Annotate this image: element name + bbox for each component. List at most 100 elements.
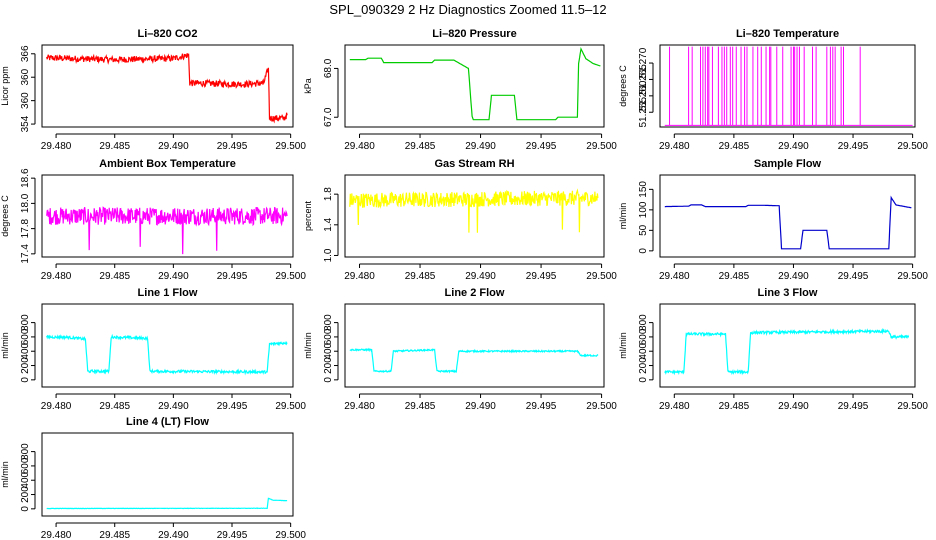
y-tick-label: 0 xyxy=(20,506,31,512)
y-tick-label: 400 xyxy=(638,342,649,359)
series-line xyxy=(46,497,288,510)
x-tick-label: 29.480 xyxy=(41,271,72,282)
x-tick-label: 29.490 xyxy=(465,271,496,282)
panel-title: Line 1 Flow xyxy=(138,287,198,299)
panel-title: Li–820 Temperature xyxy=(736,28,839,40)
plot-frame xyxy=(344,174,605,258)
y-tick-label: 200 xyxy=(20,357,31,374)
y-tick-label: 800 xyxy=(20,443,31,460)
y-axis-label: degrees C xyxy=(0,195,10,237)
x-tick-label: 29.495 xyxy=(217,141,248,152)
x-tick-label: 29.500 xyxy=(586,271,617,282)
y-tick-label: 1.0 xyxy=(323,248,334,262)
panel-title: Line 4 (LT) Flow xyxy=(126,416,209,428)
plot-frame xyxy=(41,432,294,517)
chart-panel-7: Line 1 Flow ml/min 29.480 29.485 29.490 29.49… xyxy=(0,287,306,412)
plot-frame xyxy=(659,44,916,128)
y-tick-label: 366 xyxy=(20,45,31,62)
y-tick-label: 18.6 xyxy=(20,168,31,188)
y-tick-label: 1.4 xyxy=(323,217,334,231)
x-tick-label: 29.490 xyxy=(778,141,809,152)
y-axis-label: ml/min xyxy=(618,332,628,359)
x-tick-label: 29.490 xyxy=(465,401,496,412)
x-tick-label: 29.495 xyxy=(526,271,557,282)
x-tick-label: 29.480 xyxy=(41,530,72,540)
chart-panel-3: Li–820 Temperature degrees C 29.480 29.485 2… xyxy=(618,28,928,152)
y-tick-label: 400 xyxy=(20,342,31,359)
y-axis-label: percent xyxy=(303,200,313,231)
y-tick-label: 0 xyxy=(638,248,649,254)
y-axis-label: ml/min xyxy=(0,332,10,359)
y-tick-label: 354 xyxy=(20,115,31,132)
series-line xyxy=(349,347,599,374)
x-tick-label: 29.500 xyxy=(275,271,306,282)
y-axis-label: Licor ppm xyxy=(0,66,10,106)
panel-title: Sample Flow xyxy=(754,158,822,170)
y-axis-label: ml/min xyxy=(0,461,10,488)
y-tick-label: 200 xyxy=(638,357,649,374)
y-tick-label: 0 xyxy=(638,377,649,383)
x-tick-label: 29.500 xyxy=(275,401,306,412)
y-tick-label: 600 xyxy=(323,328,334,345)
x-tick-label: 29.500 xyxy=(275,530,306,540)
x-tick-label: 29.480 xyxy=(344,401,375,412)
x-tick-label: 29.490 xyxy=(158,271,189,282)
chart-panels: Li–820 CO2 Licor ppm 29.480 29.485 29.490 29.… xyxy=(0,28,928,540)
y-axis-label: ml/min xyxy=(303,332,313,359)
x-tick-label: 29.495 xyxy=(838,141,869,152)
x-tick-label: 29.490 xyxy=(465,141,496,152)
x-tick-label: 29.480 xyxy=(344,271,375,282)
plot-frame xyxy=(41,174,294,258)
y-tick-label: 360 xyxy=(20,68,31,85)
y-tick-label: 150 xyxy=(638,181,649,198)
panel-title: Line 2 Flow xyxy=(445,287,505,299)
x-tick-label: 29.490 xyxy=(778,271,809,282)
x-tick-label: 29.480 xyxy=(659,271,690,282)
y-tick-label: 50 xyxy=(638,224,649,236)
x-tick-label: 29.490 xyxy=(158,141,189,152)
series-line xyxy=(349,46,601,121)
y-tick-label: 51.255 xyxy=(638,97,649,128)
chart-panel-8: Line 2 Flow ml/min 29.480 29.485 29.490 29.49… xyxy=(303,287,617,412)
y-tick-label: 67.0 xyxy=(323,107,334,127)
y-axis-label: ml/min xyxy=(618,203,628,230)
panel-title: Line 3 Flow xyxy=(758,287,818,299)
y-tick-label: 0 xyxy=(20,377,31,383)
series-line xyxy=(349,188,599,233)
x-tick-label: 29.490 xyxy=(158,401,189,412)
plot-frame xyxy=(41,44,294,128)
x-tick-label: 29.480 xyxy=(344,141,375,152)
x-tick-label: 29.485 xyxy=(99,530,130,540)
x-tick-label: 29.500 xyxy=(275,141,306,152)
y-tick-label: 800 xyxy=(638,314,649,331)
x-tick-label: 29.480 xyxy=(41,401,72,412)
y-tick-label: 600 xyxy=(638,328,649,345)
chart-panel-6: Sample Flow ml/min 29.480 29.485 29.490 29.49… xyxy=(618,158,928,282)
series-line xyxy=(46,206,288,255)
x-tick-label: 29.490 xyxy=(778,401,809,412)
panel-title: Li–820 CO2 xyxy=(138,28,198,40)
series-group xyxy=(664,46,913,126)
y-tick-label: 1.8 xyxy=(323,187,334,201)
y-tick-label: 17.8 xyxy=(20,218,31,238)
y-tick-label: 200 xyxy=(20,486,31,503)
x-tick-label: 29.500 xyxy=(586,141,617,152)
y-tick-label: 100 xyxy=(638,201,649,218)
x-tick-label: 29.495 xyxy=(838,271,869,282)
chart-panel-2: Li–820 Pressure kPa 29.480 29.485 29.490 29.4… xyxy=(303,28,617,152)
y-tick-label: 68.0 xyxy=(323,58,334,78)
panel-title: Li–820 Pressure xyxy=(432,28,516,40)
x-tick-label: 29.480 xyxy=(659,141,690,152)
plot-frame xyxy=(659,174,916,258)
x-tick-label: 29.485 xyxy=(719,271,750,282)
x-tick-label: 29.495 xyxy=(526,401,557,412)
y-tick-label: 51.265 xyxy=(638,64,649,95)
x-tick-label: 29.485 xyxy=(405,271,436,282)
y-tick-label: 17.4 xyxy=(20,244,31,264)
y-tick-label: 51.270 xyxy=(638,47,649,78)
series-line xyxy=(664,327,910,376)
x-tick-label: 29.485 xyxy=(719,141,750,152)
panel-title: Ambient Box Temperature xyxy=(99,158,236,170)
y-tick-label: 360 xyxy=(20,92,31,109)
